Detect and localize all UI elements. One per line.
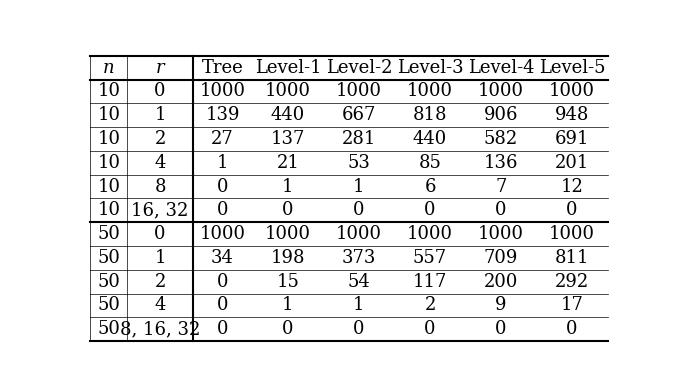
Text: 1000: 1000 [407, 82, 453, 101]
Text: 1000: 1000 [336, 225, 382, 243]
Text: 1000: 1000 [265, 225, 311, 243]
Text: 6: 6 [424, 177, 436, 195]
Text: 1: 1 [353, 296, 365, 314]
Text: 0: 0 [424, 320, 436, 338]
Text: 2: 2 [155, 273, 165, 291]
Text: 0: 0 [567, 320, 578, 338]
Text: 4: 4 [155, 154, 165, 172]
Text: 117: 117 [413, 273, 447, 291]
Text: 12: 12 [560, 177, 584, 195]
Text: 0: 0 [282, 320, 294, 338]
Text: 1000: 1000 [478, 225, 524, 243]
Text: 50: 50 [97, 249, 121, 267]
Text: Level-4: Level-4 [468, 59, 535, 77]
Text: 281: 281 [342, 130, 376, 148]
Text: 34: 34 [211, 249, 234, 267]
Text: 440: 440 [413, 130, 447, 148]
Text: 667: 667 [342, 106, 376, 124]
Text: 50: 50 [97, 225, 121, 243]
Text: 137: 137 [271, 130, 305, 148]
Text: 4: 4 [155, 296, 165, 314]
Text: 292: 292 [555, 273, 589, 291]
Text: 1000: 1000 [200, 82, 246, 101]
Text: 906: 906 [484, 106, 518, 124]
Text: 50: 50 [97, 320, 121, 338]
Text: 1: 1 [282, 296, 294, 314]
Text: 2: 2 [155, 130, 165, 148]
Text: 201: 201 [555, 154, 589, 172]
Text: 811: 811 [555, 249, 589, 267]
Text: 136: 136 [484, 154, 518, 172]
Text: 2: 2 [424, 296, 436, 314]
Text: 10: 10 [97, 82, 121, 101]
Text: 0: 0 [155, 82, 165, 101]
Text: n: n [103, 59, 114, 77]
Text: 50: 50 [97, 296, 121, 314]
Text: 1: 1 [155, 106, 165, 124]
Text: 15: 15 [276, 273, 300, 291]
Text: 16, 32: 16, 32 [131, 201, 189, 219]
Text: 0: 0 [567, 201, 578, 219]
Text: 139: 139 [205, 106, 240, 124]
Text: 200: 200 [484, 273, 518, 291]
Text: 1000: 1000 [549, 225, 595, 243]
Text: 0: 0 [353, 201, 365, 219]
Text: 1: 1 [217, 154, 228, 172]
Text: 948: 948 [555, 106, 589, 124]
Text: 1000: 1000 [200, 225, 246, 243]
Text: 10: 10 [97, 177, 121, 195]
Text: 0: 0 [217, 201, 228, 219]
Text: 0: 0 [155, 225, 165, 243]
Text: 557: 557 [413, 249, 447, 267]
Text: 1000: 1000 [478, 82, 524, 101]
Text: 0: 0 [495, 320, 507, 338]
Text: 1000: 1000 [407, 225, 453, 243]
Text: 1: 1 [353, 177, 365, 195]
Text: Tree: Tree [202, 59, 243, 77]
Text: Level-3: Level-3 [397, 59, 463, 77]
Text: 7: 7 [495, 177, 507, 195]
Text: 27: 27 [211, 130, 234, 148]
Text: 21: 21 [276, 154, 300, 172]
Text: Level-1: Level-1 [255, 59, 321, 77]
Text: 582: 582 [484, 130, 518, 148]
Text: 10: 10 [97, 201, 121, 219]
Text: 0: 0 [217, 296, 228, 314]
Text: 0: 0 [495, 201, 507, 219]
Text: 1: 1 [282, 177, 294, 195]
Text: 8, 16, 32: 8, 16, 32 [120, 320, 200, 338]
Text: Level-2: Level-2 [326, 59, 392, 77]
Text: 198: 198 [270, 249, 305, 267]
Text: 1000: 1000 [549, 82, 595, 101]
Text: 1000: 1000 [336, 82, 382, 101]
Text: 10: 10 [97, 154, 121, 172]
Text: 1: 1 [155, 249, 165, 267]
Text: Level-5: Level-5 [539, 59, 605, 77]
Text: 8: 8 [155, 177, 165, 195]
Text: 53: 53 [347, 154, 370, 172]
Text: 709: 709 [484, 249, 518, 267]
Text: 691: 691 [555, 130, 589, 148]
Text: 10: 10 [97, 106, 121, 124]
Text: 373: 373 [342, 249, 376, 267]
Text: 1000: 1000 [265, 82, 311, 101]
Text: 0: 0 [217, 177, 228, 195]
Text: 17: 17 [560, 296, 584, 314]
Text: 50: 50 [97, 273, 121, 291]
Text: r: r [156, 59, 164, 77]
Text: 85: 85 [419, 154, 441, 172]
Text: 0: 0 [217, 320, 228, 338]
Text: 10: 10 [97, 130, 121, 148]
Text: 818: 818 [413, 106, 447, 124]
Text: 54: 54 [347, 273, 370, 291]
Text: 9: 9 [495, 296, 507, 314]
Text: 440: 440 [271, 106, 305, 124]
Text: 0: 0 [282, 201, 294, 219]
Text: 0: 0 [217, 273, 228, 291]
Text: 0: 0 [424, 201, 436, 219]
Text: 0: 0 [353, 320, 365, 338]
